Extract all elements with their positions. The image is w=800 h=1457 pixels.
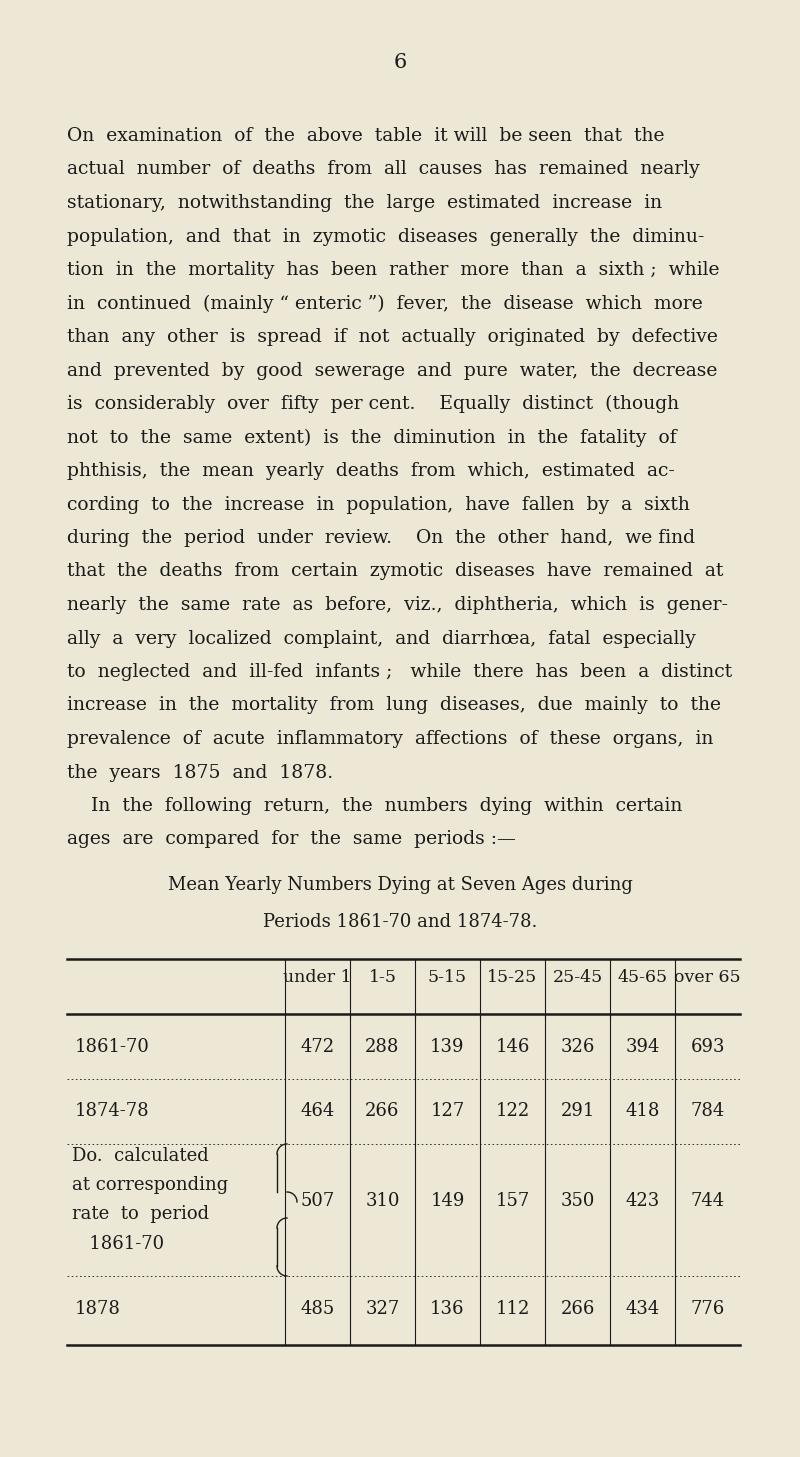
Text: 266: 266 — [366, 1103, 400, 1120]
Text: prevalence  of  acute  inflammatory  affections  of  these  organs,  in: prevalence of acute inflammatory affecti… — [67, 730, 714, 747]
Text: 45-65: 45-65 — [618, 969, 667, 986]
Text: In  the  following  return,  the  numbers  dying  within  certain: In the following return, the numbers dyi… — [67, 797, 682, 814]
Text: 693: 693 — [690, 1037, 725, 1055]
Text: actual  number  of  deaths  from  all  causes  has  remained  nearly: actual number of deaths from all causes … — [67, 160, 700, 179]
Text: stationary,  notwithstanding  the  large  estimated  increase  in: stationary, notwithstanding the large es… — [67, 194, 662, 213]
Text: increase  in  the  mortality  from  lung  diseases,  due  mainly  to  the: increase in the mortality from lung dise… — [67, 696, 721, 714]
Text: tion  in  the  mortality  has  been  rather  more  than  a  sixth ;  while: tion in the mortality has been rather mo… — [67, 261, 719, 278]
Text: 149: 149 — [430, 1192, 465, 1209]
Text: and  prevented  by  good  sewerage  and  pure  water,  the  decrease: and prevented by good sewerage and pure … — [67, 361, 718, 379]
Text: 485: 485 — [300, 1300, 334, 1317]
Text: 744: 744 — [690, 1192, 725, 1209]
Text: ages  are  compared  for  the  same  periods :—: ages are compared for the same periods :… — [67, 830, 516, 848]
Text: ally  a  very  localized  complaint,  and  diarrhœa,  fatal  especially: ally a very localized complaint, and dia… — [67, 629, 696, 647]
Text: 112: 112 — [495, 1300, 530, 1317]
Text: under 1: under 1 — [283, 969, 352, 986]
Text: cording  to  the  increase  in  population,  have  fallen  by  a  sixth: cording to the increase in population, h… — [67, 495, 690, 513]
Text: 472: 472 — [301, 1037, 334, 1055]
Text: 350: 350 — [560, 1192, 594, 1209]
Text: 136: 136 — [430, 1300, 465, 1317]
Text: 288: 288 — [366, 1037, 400, 1055]
Text: 1878: 1878 — [75, 1300, 121, 1317]
Text: in  continued  (mainly “ enteric ”)  fever,  the  disease  which  more: in continued (mainly “ enteric ”) fever,… — [67, 294, 702, 313]
Text: not  to  the  same  extent)  is  the  diminution  in  the  fatality  of: not to the same extent) is the diminutio… — [67, 428, 677, 447]
Text: Periods 1861-70 and 1874-78.: Periods 1861-70 and 1874-78. — [263, 914, 537, 931]
Text: 464: 464 — [300, 1103, 334, 1120]
Text: 434: 434 — [626, 1300, 660, 1317]
Text: 1874-78: 1874-78 — [75, 1103, 150, 1120]
Text: to  neglected  and  ill-fed  infants ;   while  there  has  been  a  distinct: to neglected and ill-fed infants ; while… — [67, 663, 732, 680]
Text: 25-45: 25-45 — [552, 969, 602, 986]
Text: 310: 310 — [366, 1192, 400, 1209]
Text: 784: 784 — [690, 1103, 725, 1120]
Text: 1861-70: 1861-70 — [75, 1037, 150, 1055]
Text: rate  to  period: rate to period — [72, 1205, 209, 1224]
Text: 146: 146 — [495, 1037, 530, 1055]
Text: 127: 127 — [430, 1103, 465, 1120]
Text: On  examination  of  the  above  table  it will  be seen  that  the: On examination of the above table it wil… — [67, 127, 665, 146]
Text: 266: 266 — [560, 1300, 594, 1317]
Text: 122: 122 — [495, 1103, 530, 1120]
Text: population,  and  that  in  zymotic  diseases  generally  the  diminu-: population, and that in zymotic diseases… — [67, 227, 704, 245]
Text: 1-5: 1-5 — [369, 969, 397, 986]
Text: 326: 326 — [560, 1037, 594, 1055]
Text: 157: 157 — [495, 1192, 530, 1209]
Text: 776: 776 — [690, 1300, 725, 1317]
Text: 1861-70: 1861-70 — [72, 1234, 164, 1253]
Text: 5-15: 5-15 — [428, 969, 467, 986]
Text: that  the  deaths  from  certain  zymotic  diseases  have  remained  at: that the deaths from certain zymotic dis… — [67, 562, 723, 580]
Text: 418: 418 — [626, 1103, 660, 1120]
Text: 423: 423 — [626, 1192, 660, 1209]
Text: 139: 139 — [430, 1037, 465, 1055]
Text: 507: 507 — [300, 1192, 334, 1209]
Text: nearly  the  same  rate  as  before,  viz.,  diphtheria,  which  is  gener-: nearly the same rate as before, viz., di… — [67, 596, 728, 613]
Text: 327: 327 — [366, 1300, 400, 1317]
Text: the  years  1875  and  1878.: the years 1875 and 1878. — [67, 763, 333, 781]
Text: phthisis,  the  mean  yearly  deaths  from  which,  estimated  ac-: phthisis, the mean yearly deaths from wh… — [67, 462, 675, 479]
Text: is  considerably  over  fifty  per cent.    Equally  distinct  (though: is considerably over fifty per cent. Equ… — [67, 395, 679, 414]
Text: 394: 394 — [626, 1037, 660, 1055]
Text: over 65: over 65 — [674, 969, 741, 986]
Text: at corresponding: at corresponding — [72, 1176, 228, 1195]
Text: 291: 291 — [560, 1103, 594, 1120]
Text: 15-25: 15-25 — [487, 969, 538, 986]
Text: Mean Yearly Numbers Dying at Seven Ages during: Mean Yearly Numbers Dying at Seven Ages … — [167, 876, 633, 895]
Text: during  the  period  under  review.    On  the  other  hand,  we find: during the period under review. On the o… — [67, 529, 695, 546]
Text: 6: 6 — [394, 52, 406, 71]
Text: Do.  calculated: Do. calculated — [72, 1147, 209, 1164]
Text: than  any  other  is  spread  if  not  actually  originated  by  defective: than any other is spread if not actually… — [67, 328, 718, 345]
